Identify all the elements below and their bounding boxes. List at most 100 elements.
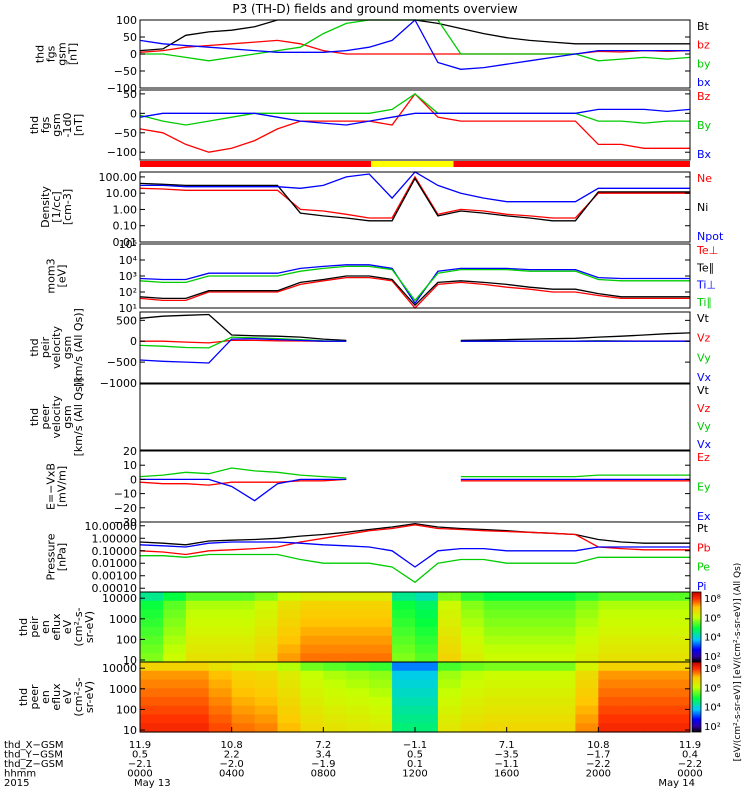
spectrogram-cell [162,644,187,654]
spectrogram-cell [162,653,187,663]
spectrogram-cell [598,635,622,646]
spectrogram-cell [277,688,302,698]
spectrogram-cell [575,609,599,619]
spectrogram-cell [506,618,531,628]
y-axis-label: mom3 [45,258,58,293]
spectrogram-cell [621,644,645,654]
spectrogram-cell [575,705,599,716]
panel-frame [139,450,691,523]
spectrogram-cell [392,714,416,724]
y-tick-label: 1000 [109,683,137,696]
spectrogram-cell [185,618,210,628]
spectrogram-cell [254,723,279,733]
y-tick-label: 10 [123,654,137,667]
spectrogram-cell [415,600,439,611]
spectrogram-cell [644,627,668,637]
spectrogram-cell [415,618,439,628]
spectrogram-cell [506,653,531,663]
spectrogram-cell [140,679,164,689]
spectrogram-cell [208,662,233,672]
spectrogram-cell [437,670,462,681]
legend-entry: Vx [697,438,712,451]
spectrogram-cell [667,688,691,698]
spectrogram-cell [277,679,302,689]
spectrogram-cell [369,609,393,619]
y-axis-label: thd [28,338,41,356]
spectrogram-cell [208,723,233,733]
spectrogram-cell [575,679,599,689]
spectrogram-cell [185,592,210,602]
spectrogram-cell [323,592,347,602]
y-axis-label: [nT] [72,114,85,136]
spectrogram-cell [552,705,577,716]
spectrogram-cell [277,592,302,602]
series-line-Bx [139,108,691,126]
y-tick-label: 1.00 [113,203,138,216]
spectrogram-cell [552,662,577,672]
legend-entry: Vx [697,371,712,384]
spectrogram-cell [254,705,279,716]
spectrogram-cell [506,670,531,681]
spectrogram-cell [667,670,691,681]
spectrogram-cell [415,592,439,602]
spectrogram-cell [231,670,256,681]
spectrogram-cell [460,653,485,663]
spectrogram-cell [437,714,462,724]
spectrogram-cell [323,705,347,716]
legend-entry: Vy [697,351,711,364]
spectrogram-cell [140,635,164,646]
spectrogram-cell [598,627,622,637]
spectrogram-cell [415,679,439,689]
spectrogram-cell [346,688,370,698]
spectrogram-cell [277,644,302,654]
spectrogram-cell [460,697,485,707]
spectrogram-cell [140,662,164,672]
panel-frame [139,89,691,161]
spectrogram-cell [529,627,554,637]
spectrogram-cell [162,662,187,672]
x-row-label: hhmm [4,769,36,780]
spectrogram-cell [323,627,347,637]
spectrogram-cell [483,670,508,681]
y-axis-label: (cm²-s- [72,677,85,716]
x-row-value: 0000 [677,769,702,780]
spectrogram-cell [598,609,622,619]
spectrogram-cell [300,662,324,672]
x-row-value: 0.1 [407,759,423,770]
y-tick-label: −10 [114,488,137,501]
spectrogram-cell [529,592,554,602]
spectrogram-cell [460,662,485,672]
colorbar-tick-label: 10⁶ [704,683,721,694]
spectrogram-cell [162,670,187,681]
spectrogram-cell [277,618,302,628]
spectrogram-cell [437,644,462,654]
spectrogram-cell [300,644,324,654]
spectrogram-cell [277,705,302,716]
spectrogram-cell [575,723,599,733]
spectrogram-cell [483,644,508,654]
spectrogram-cell [506,723,531,733]
x-row-value: −2.0 [220,759,244,770]
y-tick-label: 20 [123,445,137,458]
spectrogram-cell [392,705,416,716]
spectrogram-cell [162,609,187,619]
spectrogram-cell [437,705,462,716]
colorbar [691,591,702,663]
series-line-Pe [140,553,690,584]
y-axis-label: -1d0 [61,113,74,138]
y-tick-label: −1000 [100,377,137,390]
spectrogram-cell [346,679,370,689]
series-line-Ex [140,478,690,502]
y-tick-label: −100 [107,146,137,159]
spectrogram-cell [483,662,508,672]
y-tick-label: −50 [114,127,137,140]
spectrogram-cell [598,723,622,733]
spectrogram-cell [621,679,645,689]
y-tick-label: 10 [123,724,137,737]
spectrogram-cell [644,662,668,672]
spectrogram-cell [529,600,554,611]
spectrogram-cell [552,714,577,724]
spectrogram-cell [667,635,691,646]
spectrogram-cell [598,662,622,672]
spectrogram-cell [323,662,347,672]
